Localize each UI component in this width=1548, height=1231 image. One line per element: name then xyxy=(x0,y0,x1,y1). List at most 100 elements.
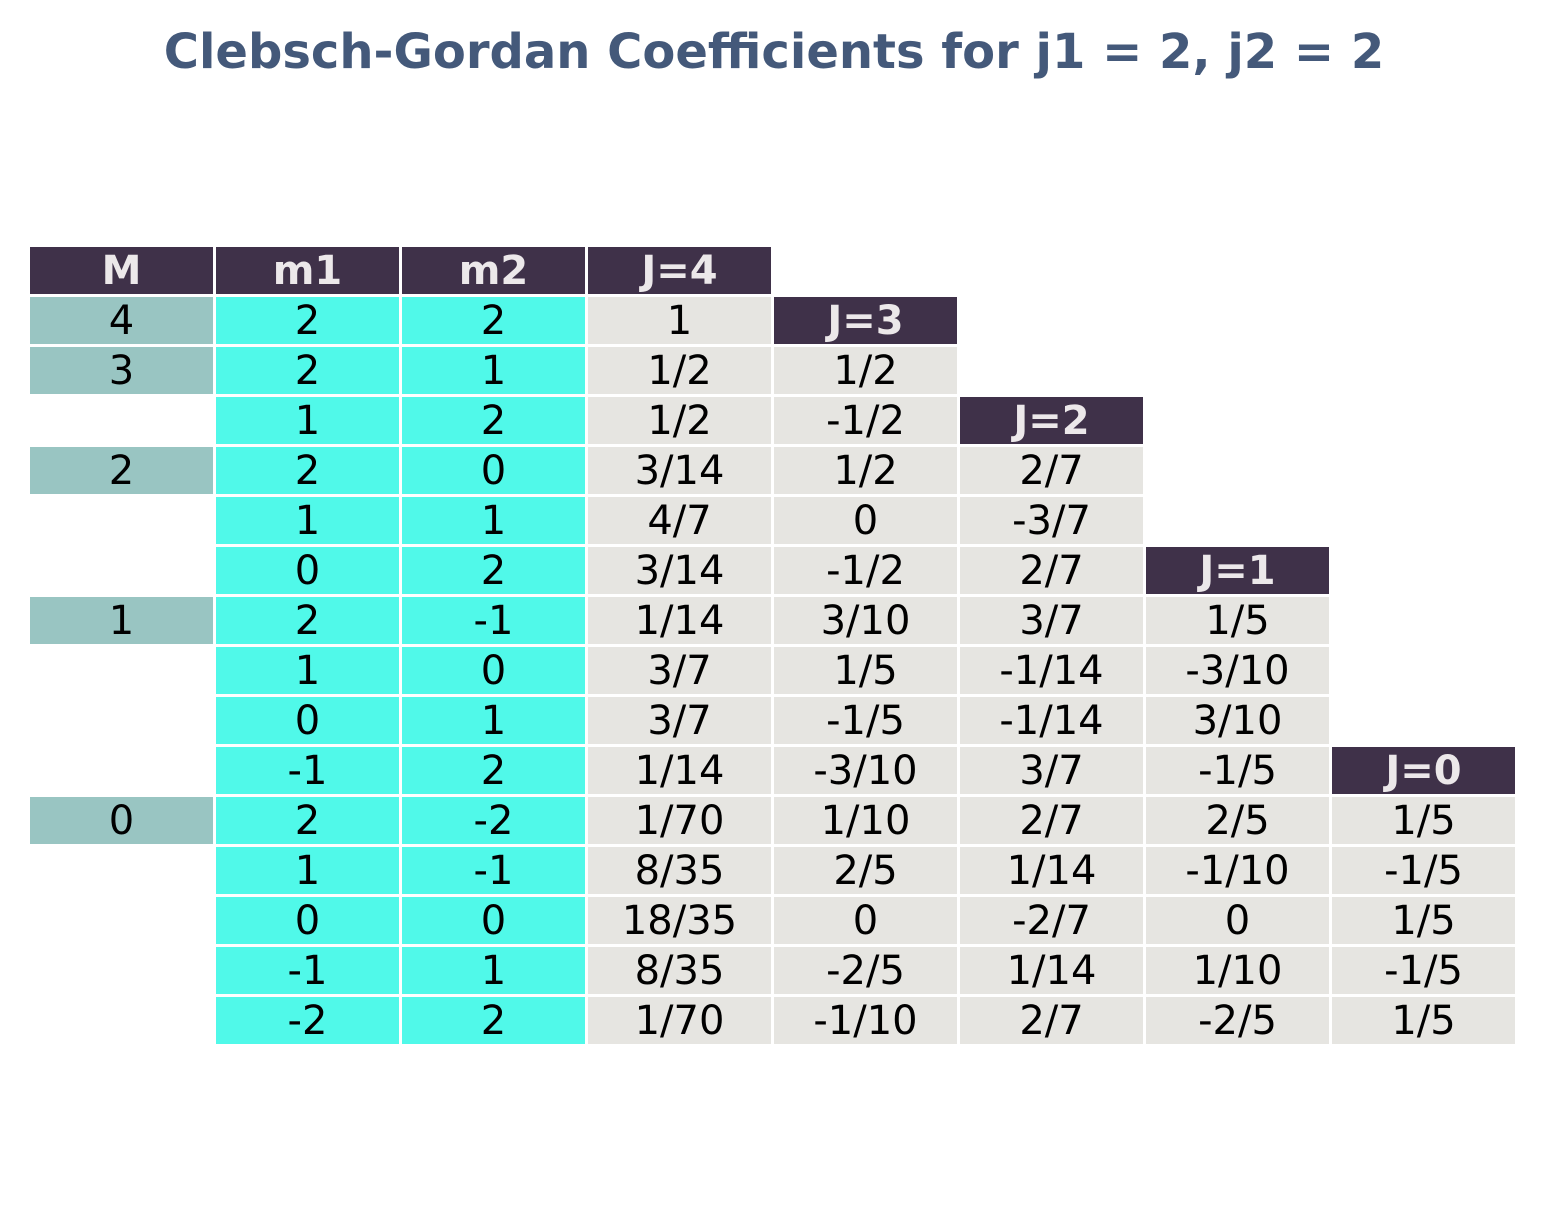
m2-cell: 0 xyxy=(402,897,585,944)
m2-cell: -1 xyxy=(402,847,585,894)
coefficient-cell: 1/14 xyxy=(960,947,1143,994)
coefficient-cell: -3/7 xyxy=(960,497,1143,544)
coefficient-cell: 1/2 xyxy=(588,347,771,394)
m1-cell: 1 xyxy=(216,647,399,694)
coefficient-cell: -1/2 xyxy=(774,547,957,594)
coefficient-cell: -3/10 xyxy=(1146,647,1329,694)
coefficient-cell: 1/70 xyxy=(588,997,771,1044)
j-header-3: J=3 xyxy=(774,297,957,344)
coefficient-cell: -1/5 xyxy=(774,697,957,744)
coefficient-cell: 1/14 xyxy=(960,847,1143,894)
j-header-2: J=2 xyxy=(960,397,1143,444)
m2-cell: 1 xyxy=(402,697,585,744)
m2-cell: 2 xyxy=(402,297,585,344)
coefficient-cell: 1/5 xyxy=(1332,997,1515,1044)
coefficient-cell: 8/35 xyxy=(588,847,771,894)
coefficient-cell: -1/14 xyxy=(960,697,1143,744)
coefficient-cell: -3/10 xyxy=(774,747,957,794)
coefficient-cell: 2/7 xyxy=(960,447,1143,494)
coefficient-cell: 3/10 xyxy=(774,597,957,644)
coefficient-cell: 3/7 xyxy=(960,597,1143,644)
m2-cell: 2 xyxy=(402,997,585,1044)
coefficient-cell: 3/14 xyxy=(588,547,771,594)
coefficient-cell: 4/7 xyxy=(588,497,771,544)
coefficient-cell: 1/2 xyxy=(774,347,957,394)
column-header-m: M xyxy=(30,247,213,294)
coefficient-cell: -1/10 xyxy=(1146,847,1329,894)
m2-cell: 2 xyxy=(402,397,585,444)
m1-cell: 0 xyxy=(216,897,399,944)
coefficient-cell: -1/5 xyxy=(1332,847,1515,894)
coefficient-cell: 2/7 xyxy=(960,547,1143,594)
coefficient-cell: 2/7 xyxy=(960,997,1143,1044)
m-total-cell: 4 xyxy=(30,297,213,344)
m1-cell: -2 xyxy=(216,997,399,1044)
j-header-0: J=0 xyxy=(1332,747,1515,794)
coefficient-cell: -2/5 xyxy=(774,947,957,994)
coefficient-cell: -2/5 xyxy=(1146,997,1329,1044)
j-header-4: J=4 xyxy=(588,247,771,294)
m1-cell: 1 xyxy=(216,497,399,544)
m1-cell: 1 xyxy=(216,397,399,444)
coefficient-cell: 8/35 xyxy=(588,947,771,994)
m-total-cell: 1 xyxy=(30,597,213,644)
coefficient-cell: -1/10 xyxy=(774,997,957,1044)
m1-cell: 2 xyxy=(216,347,399,394)
coefficient-cell: -2/7 xyxy=(960,897,1143,944)
column-header-m2: m2 xyxy=(402,247,585,294)
coefficient-cell: 3/7 xyxy=(588,697,771,744)
coefficient-cell: 2/5 xyxy=(774,847,957,894)
m-total-cell: 0 xyxy=(30,797,213,844)
m2-cell: 0 xyxy=(402,647,585,694)
coefficient-cell: -1/2 xyxy=(774,397,957,444)
coefficient-cell: 3/7 xyxy=(588,647,771,694)
coefficient-cell: 0 xyxy=(1146,897,1329,944)
coefficient-cell: 1/14 xyxy=(588,747,771,794)
chart-title: Clebsch-Gordan Coefficients for j1 = 2, … xyxy=(163,24,1385,80)
coefficient-cell: 3/14 xyxy=(588,447,771,494)
m2-cell: -1 xyxy=(402,597,585,644)
coefficient-cell: 1/10 xyxy=(774,797,957,844)
m-total-cell: 2 xyxy=(30,447,213,494)
coefficient-cell: 1/2 xyxy=(588,397,771,444)
coefficient-cell: -1/14 xyxy=(960,647,1143,694)
coefficient-cell: 1/70 xyxy=(588,797,771,844)
m1-cell: 2 xyxy=(216,797,399,844)
coefficient-cell: 3/7 xyxy=(960,747,1143,794)
coefficient-cell: 0 xyxy=(774,497,957,544)
j-header-1: J=1 xyxy=(1146,547,1329,594)
m1-cell: 1 xyxy=(216,847,399,894)
coefficient-cell: 1/5 xyxy=(774,647,957,694)
coefficient-cell: 1/14 xyxy=(588,597,771,644)
m2-cell: -2 xyxy=(402,797,585,844)
coefficient-cell: 1/10 xyxy=(1146,947,1329,994)
coefficient-cell: 18/35 xyxy=(588,897,771,944)
m1-cell: 0 xyxy=(216,547,399,594)
m2-cell: 1 xyxy=(402,947,585,994)
m2-cell: 1 xyxy=(402,497,585,544)
m2-cell: 1 xyxy=(402,347,585,394)
coefficient-cell: -1/5 xyxy=(1146,747,1329,794)
coefficient-cell: 1/5 xyxy=(1332,897,1515,944)
coefficient-cell: 1/2 xyxy=(774,447,957,494)
coefficient-cell: 1 xyxy=(588,297,771,344)
column-header-m1: m1 xyxy=(216,247,399,294)
coefficient-cell: 3/10 xyxy=(1146,697,1329,744)
m1-cell: 0 xyxy=(216,697,399,744)
m1-cell: 2 xyxy=(216,597,399,644)
coefficient-cell: 0 xyxy=(774,897,957,944)
coefficient-cell: 1/5 xyxy=(1332,797,1515,844)
coefficient-cell: -1/5 xyxy=(1332,947,1515,994)
m2-cell: 0 xyxy=(402,447,585,494)
m1-cell: 2 xyxy=(216,297,399,344)
m2-cell: 2 xyxy=(402,547,585,594)
m1-cell: 2 xyxy=(216,447,399,494)
coefficient-cell: 1/5 xyxy=(1146,597,1329,644)
m1-cell: -1 xyxy=(216,747,399,794)
m-total-cell: 3 xyxy=(30,347,213,394)
coefficient-cell: 2/5 xyxy=(1146,797,1329,844)
coefficient-cell: 2/7 xyxy=(960,797,1143,844)
m1-cell: -1 xyxy=(216,947,399,994)
m2-cell: 2 xyxy=(402,747,585,794)
